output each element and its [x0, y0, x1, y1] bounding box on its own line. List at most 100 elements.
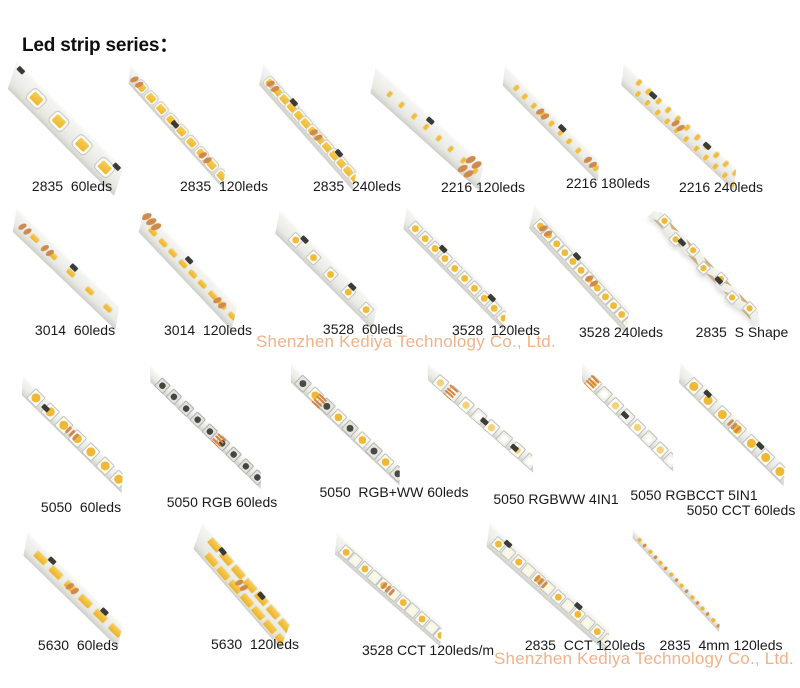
- product-label: 3014 60leds: [34, 322, 116, 338]
- led-chip-row: [476, 522, 620, 653]
- strip-photo: [648, 207, 763, 325]
- product-label: 3014 120leds: [164, 322, 252, 338]
- led-chip: [204, 552, 218, 567]
- product-label: 5050 60leds: [40, 499, 122, 515]
- page-title: Led strip series：: [22, 35, 179, 56]
- product-label: 5050 RGB 60leds: [166, 494, 278, 510]
- led-chip: [30, 234, 40, 244]
- strip-photo: [627, 527, 725, 633]
- led-chip: [521, 452, 539, 470]
- led-chip-row: [0, 60, 133, 196]
- led-chip: [705, 612, 710, 617]
- led-chip: [75, 137, 90, 152]
- led-chip-row: [393, 206, 516, 330]
- strip-photo: [141, 364, 270, 489]
- led-chip: [644, 100, 651, 107]
- led-chip: [238, 457, 255, 474]
- led-chip: [647, 549, 653, 555]
- strip-photo: [493, 64, 610, 182]
- led-chip: [305, 249, 322, 266]
- led-chip: [109, 469, 129, 489]
- led-chip: [741, 300, 758, 316]
- led-chip: [95, 456, 115, 476]
- led-chip-row: [627, 527, 725, 633]
- led-chip: [668, 572, 674, 578]
- led-chip: [158, 237, 168, 247]
- product-label: 3528 240leds: [578, 324, 664, 340]
- led-chip: [108, 623, 123, 638]
- led-chip: [689, 594, 695, 600]
- led-chip: [52, 114, 67, 129]
- led-chip: [457, 396, 475, 414]
- led-chip-row: [141, 364, 270, 489]
- led-chip: [231, 564, 245, 579]
- led-chip: [711, 163, 718, 170]
- led-chip: [692, 145, 699, 152]
- led-chip: [679, 583, 685, 589]
- led-chip: [81, 442, 101, 462]
- strip-photo: [669, 361, 795, 486]
- led-chip: [700, 606, 706, 612]
- led-chip: [683, 136, 690, 143]
- strip-photo: [324, 531, 452, 647]
- strip-photo: [360, 66, 494, 190]
- led-chip: [575, 147, 582, 154]
- led-chip: [724, 289, 740, 305]
- led-chip: [358, 301, 375, 318]
- led-chip: [654, 109, 661, 116]
- product-label: 5050 RGBCCT 5IN1: [630, 487, 758, 503]
- led-chip: [98, 160, 113, 175]
- product-label: 5050 RGBWW 4IN1: [493, 491, 619, 507]
- led-chip: [435, 135, 442, 142]
- led-chip: [323, 266, 340, 283]
- led-chip-row: [418, 361, 543, 473]
- led-chip: [674, 578, 679, 583]
- led-chip: [388, 464, 406, 482]
- led-chip: [653, 555, 658, 560]
- led-chip-row: [281, 362, 410, 486]
- product-label: 2216 240leds: [678, 179, 764, 195]
- strip-photo: [250, 62, 367, 191]
- led-chip: [732, 169, 739, 176]
- led-chip: [713, 151, 720, 158]
- led-chip: [84, 286, 94, 296]
- led-chip: [103, 303, 113, 313]
- led-chip: [665, 106, 672, 113]
- product-label: 3528 120leds: [452, 322, 540, 338]
- strip-photo: [119, 63, 235, 189]
- led-chip: [226, 446, 243, 463]
- product-label: 2835 240leds: [313, 178, 401, 194]
- led-chip: [710, 617, 716, 623]
- led-chip: [513, 84, 520, 91]
- led-chip-row: [619, 63, 756, 192]
- strip-photo: [12, 374, 133, 493]
- product-label: 5050 CCT 60leds: [686, 502, 796, 518]
- led-chip: [228, 311, 238, 321]
- led-chip: [156, 103, 167, 114]
- led-chip: [198, 279, 208, 289]
- led-chip: [566, 138, 573, 145]
- product-label: 2835 60leds: [31, 178, 113, 194]
- strip-photo: [129, 207, 247, 330]
- led-chip: [634, 91, 641, 98]
- led-chip: [695, 600, 700, 605]
- strip-photo: [520, 204, 640, 332]
- led-chip: [642, 543, 647, 548]
- led-chip: [702, 154, 709, 161]
- led-chip: [216, 566, 230, 581]
- led-chip: [447, 146, 454, 153]
- led-chip: [178, 400, 195, 417]
- led-chip: [684, 589, 689, 594]
- led-chip: [770, 461, 790, 481]
- led-chip: [723, 160, 730, 167]
- strip-photo: [2, 207, 129, 330]
- led-chip: [278, 618, 292, 633]
- led-chip: [188, 269, 198, 279]
- led-chip: [657, 212, 673, 229]
- led-chip: [249, 469, 266, 486]
- product-label: 5050 RGB+WW 60leds: [319, 484, 469, 500]
- product-label: 5630 120leds: [211, 636, 299, 652]
- led-chip: [522, 93, 529, 100]
